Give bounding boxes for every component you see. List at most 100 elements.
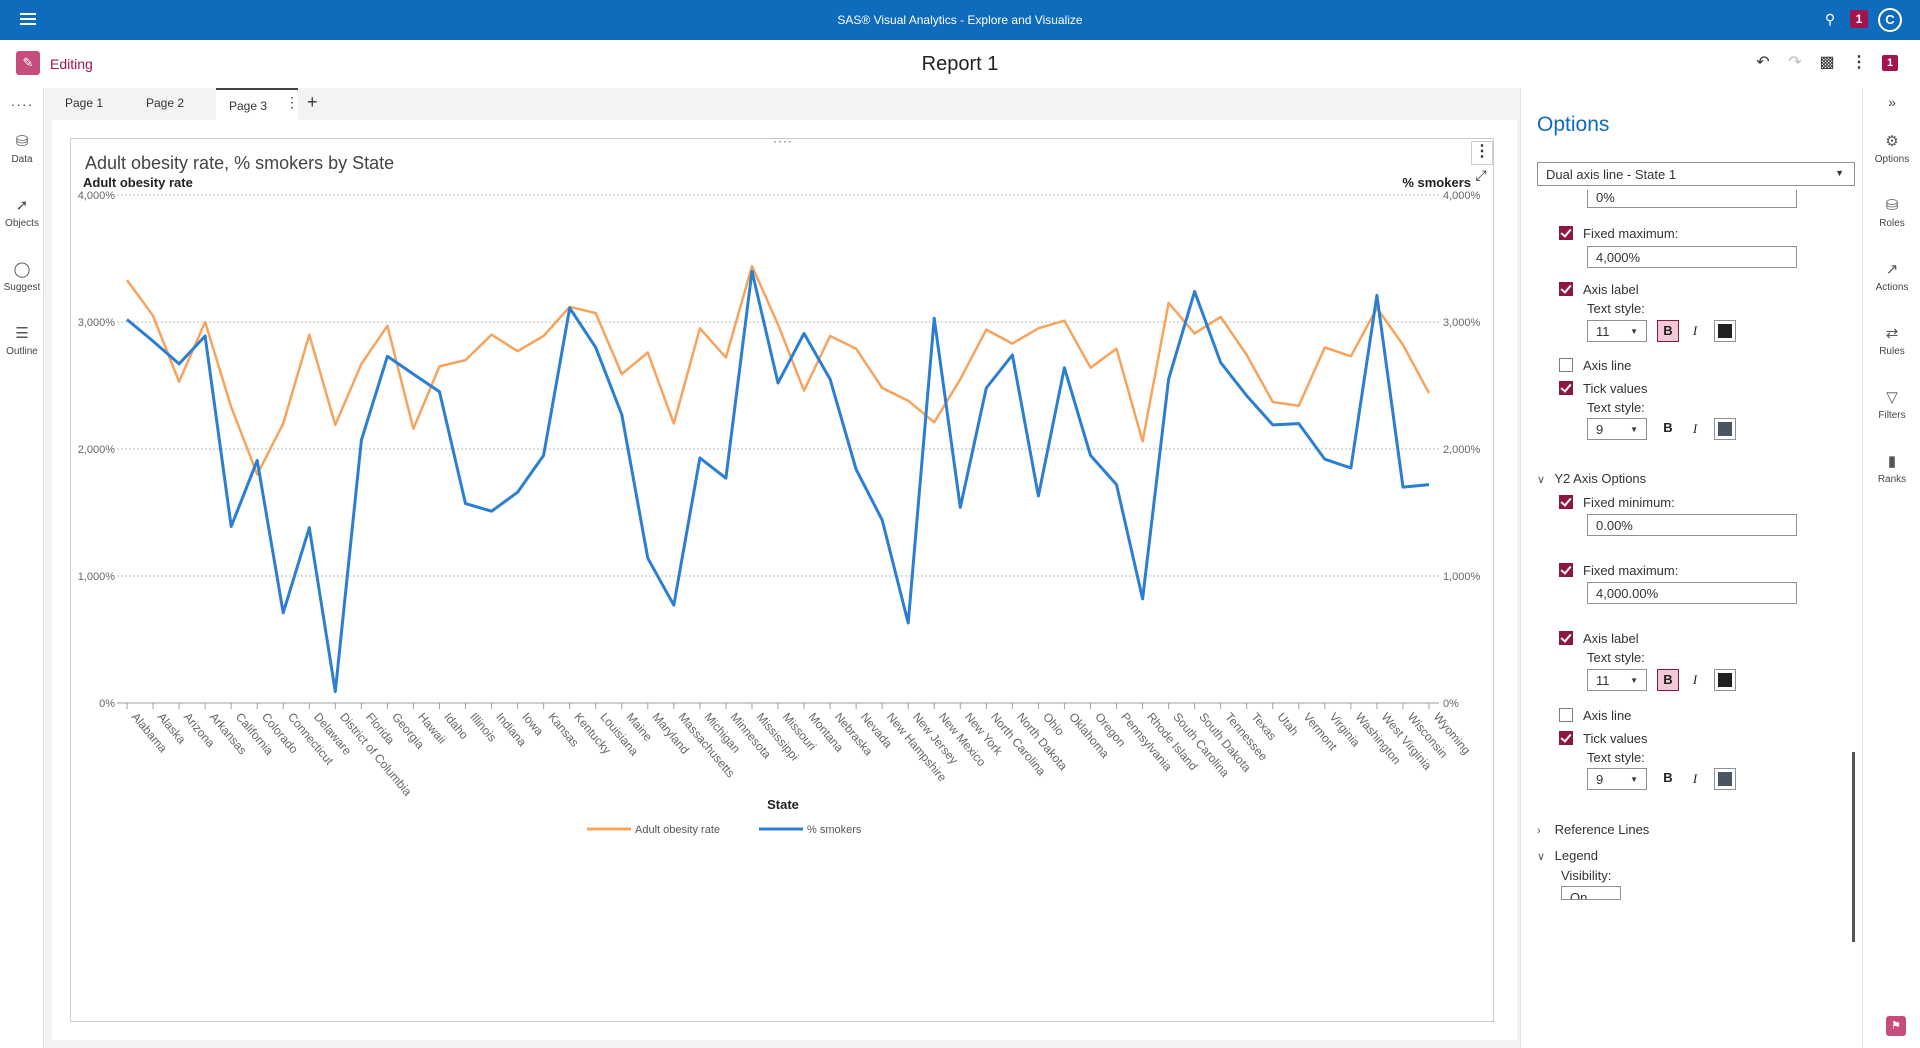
chevron-down-icon: ▼ <box>1835 168 1844 178</box>
report-badge[interactable]: 1 <box>1882 55 1898 71</box>
y2-fixed-min-checkbox[interactable] <box>1559 495 1573 509</box>
y2-tick-size-select[interactable]: 9 ▼ <box>1587 768 1647 790</box>
object-select[interactable]: Dual axis line - State 1 ▼ <box>1537 162 1855 186</box>
app-title: SAS® Visual Analytics - Explore and Visu… <box>837 13 1083 27</box>
y2-tick-label: 4,000% <box>1443 190 1481 202</box>
tab-page-3-label: Page 3 <box>229 99 268 113</box>
tab-page-3[interactable]: Page 3 <box>216 88 298 120</box>
y1-label-bold-button[interactable]: B <box>1657 320 1679 342</box>
y2-axis-label-checkbox[interactable] <box>1559 631 1573 645</box>
legend-label: Legend <box>1554 848 1599 863</box>
maximize-icon[interactable]: ⤢ <box>1475 167 1487 183</box>
y1-fixed-max-input[interactable]: 4,000% <box>1587 246 1797 268</box>
y-tick-label: 3,000% <box>78 317 116 329</box>
y1-tick-values-label: Tick values <box>1583 381 1648 396</box>
roles-icon: ⛁ <box>1885 197 1899 214</box>
y-axis-title: Adult obesity rate <box>83 175 193 190</box>
chart-title: Adult obesity rate, % smokers by State <box>85 153 395 173</box>
right-rail-options[interactable]: ⚙ Options <box>1863 132 1920 165</box>
y2-label-size-select[interactable]: 11 ▼ <box>1587 669 1647 691</box>
y2-fixed-max-checkbox[interactable] <box>1559 563 1573 577</box>
y2-tick-label: 1,000% <box>1443 571 1481 583</box>
editing-label[interactable]: Editing <box>50 56 93 72</box>
y1-tick-size-select[interactable]: 9 ▼ <box>1587 418 1647 440</box>
y1-tick-italic-button[interactable]: I <box>1692 421 1698 436</box>
y1-label-italic-button[interactable]: I <box>1692 323 1698 338</box>
y2-label-italic-button[interactable]: I <box>1692 672 1698 687</box>
hamburger-menu-icon[interactable] <box>20 11 36 27</box>
edit-pencil-icon[interactable]: ✎ <box>16 51 40 75</box>
notification-badge[interactable]: 1 <box>1850 10 1868 28</box>
undo-icon[interactable]: ↶ <box>1756 54 1770 71</box>
chart-svg: Adult obesity rate % smokers 0% 0% 1,000% 1,0… <box>78 175 1481 836</box>
y2-fixed-max-input[interactable]: 4,000.00% <box>1587 582 1797 604</box>
search-icon[interactable]: ⚲ <box>1824 11 1836 27</box>
left-rail-data[interactable]: ⛁ Data <box>0 132 44 165</box>
page-tabs: Page 1 Page 2 Page 3 ⋮ + <box>44 88 1520 120</box>
y2-tick-color-picker[interactable] <box>1714 768 1736 790</box>
collapse-pane-icon[interactable]: » <box>1888 94 1896 110</box>
right-rail-filters[interactable]: ▽ Filters <box>1863 388 1920 421</box>
color-swatch <box>1718 324 1732 338</box>
y2-axis-line-checkbox[interactable] <box>1559 708 1573 722</box>
drag-handle-icon[interactable]: ···· <box>773 134 793 148</box>
tab-page-1[interactable]: Page 1 <box>65 96 104 110</box>
y1-tick-color-picker[interactable] <box>1714 418 1736 440</box>
visibility-select[interactable]: On <box>1561 886 1621 900</box>
right-rail-roles-label: Roles <box>1879 218 1905 229</box>
chevron-down-icon: ▼ <box>1630 327 1638 336</box>
redo-icon[interactable]: ↷ <box>1788 54 1802 71</box>
y1-tick-bold-button[interactable]: B <box>1663 420 1673 435</box>
user-avatar[interactable]: C <box>1878 8 1902 32</box>
y1-axis-line-checkbox[interactable] <box>1559 358 1573 372</box>
y2-tick-values-checkbox[interactable] <box>1559 731 1573 745</box>
y1-label-color-picker[interactable] <box>1714 320 1736 342</box>
right-rail-rules[interactable]: ⇄ Rules <box>1863 324 1920 357</box>
more-icon[interactable]: ···· <box>10 96 34 112</box>
color-swatch <box>1718 772 1732 786</box>
right-rail-actions[interactable]: ↗ Actions <box>1863 260 1920 293</box>
right-rail-ranks[interactable]: ▮ Ranks <box>1863 452 1920 485</box>
y2-label-color-picker[interactable] <box>1714 669 1736 691</box>
x-axis-title: State <box>767 797 799 812</box>
actions-icon: ↗ <box>1885 261 1899 278</box>
y2-axis-title: % smokers <box>1402 175 1471 190</box>
right-rail-roles[interactable]: ⛁ Roles <box>1863 196 1920 229</box>
y1-label-size-select[interactable]: 11 ▼ <box>1587 320 1647 342</box>
right-rail-rules-label: Rules <box>1879 346 1905 357</box>
tab-more-icon[interactable]: ⋮ <box>285 94 299 110</box>
add-page-icon[interactable]: + <box>307 92 318 112</box>
left-rail-objects[interactable]: ➚ Objects <box>0 196 44 229</box>
legend-section[interactable]: ∨ Legend <box>1537 848 1598 863</box>
y2-label-bold-button[interactable]: B <box>1657 669 1679 691</box>
y2-axis-options-section[interactable]: ∨ Y2 Axis Options <box>1537 471 1646 486</box>
reference-lines-section[interactable]: › Reference Lines <box>1537 822 1649 837</box>
chart-object[interactable]: ···· Adult obesity rate, % smokers by St… <box>70 134 1494 1022</box>
legend-label: % smokers <box>807 824 862 836</box>
y2-axis-label-label: Axis label <box>1583 631 1639 646</box>
options-scrollbar[interactable] <box>1852 752 1855 942</box>
y2-fixed-min-input[interactable]: 0.00% <box>1587 514 1797 536</box>
chevron-right-icon: › <box>1537 825 1541 837</box>
y2-tick-italic-button[interactable]: I <box>1692 771 1698 786</box>
more-options-icon[interactable]: ⋮ <box>1851 54 1867 71</box>
y1-fixed-min-input[interactable]: 0% <box>1587 190 1797 208</box>
y1-fixed-max-checkbox[interactable] <box>1559 226 1573 240</box>
object-menu-icon[interactable]: ⋮ <box>1471 141 1493 165</box>
right-rail-options-label: Options <box>1874 154 1910 165</box>
y1-tick-values-checkbox[interactable] <box>1559 381 1573 395</box>
y2-fixed-min-label: Fixed minimum: <box>1583 495 1675 510</box>
y1-axis-label-checkbox[interactable] <box>1559 282 1573 296</box>
report-title: Report 1 <box>921 53 999 75</box>
pin-icon[interactable]: ⚑ <box>1886 1016 1906 1036</box>
left-rail-outline[interactable]: ☰ Outline <box>0 324 44 357</box>
lightbulb-icon: ◯ <box>13 261 31 278</box>
left-rail-objects-label: Objects <box>5 218 39 229</box>
object-select-value: Dual axis line - State 1 <box>1546 167 1677 182</box>
save-icon[interactable]: ▩ <box>1819 54 1835 71</box>
left-rail-suggest[interactable]: ◯ Suggest <box>0 260 44 293</box>
y2-tick-bold-button[interactable]: B <box>1663 770 1673 785</box>
tab-page-2[interactable]: Page 2 <box>146 96 185 110</box>
y2-tick-label: 3,000% <box>1443 317 1481 329</box>
left-rail-outline-label: Outline <box>6 346 38 357</box>
